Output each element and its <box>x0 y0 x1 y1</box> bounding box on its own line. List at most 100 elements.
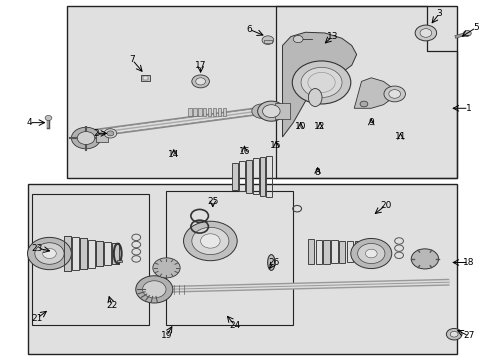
Bar <box>264 40 271 43</box>
Text: 9: 9 <box>367 118 373 127</box>
Bar <box>64 236 71 271</box>
Text: 24: 24 <box>229 321 240 330</box>
Circle shape <box>42 248 56 258</box>
Circle shape <box>183 221 237 261</box>
Text: 5: 5 <box>472 23 478 32</box>
Circle shape <box>350 238 391 269</box>
Bar <box>217 108 221 116</box>
Bar <box>307 239 314 264</box>
Circle shape <box>301 67 341 98</box>
Bar <box>275 103 289 119</box>
Circle shape <box>365 249 376 258</box>
Text: 19: 19 <box>161 332 172 341</box>
Text: 26: 26 <box>267 258 279 267</box>
Text: 15: 15 <box>270 141 282 150</box>
Bar <box>96 240 103 266</box>
Circle shape <box>414 25 436 41</box>
Circle shape <box>449 331 457 337</box>
Text: 4: 4 <box>26 118 32 127</box>
Bar <box>166 191 293 325</box>
Circle shape <box>77 132 95 144</box>
Bar <box>80 238 87 269</box>
Circle shape <box>200 234 220 248</box>
Circle shape <box>383 86 405 102</box>
Circle shape <box>191 227 228 255</box>
Bar <box>323 240 329 264</box>
Bar <box>259 157 265 196</box>
Bar <box>27 184 456 354</box>
Bar <box>203 108 206 116</box>
Circle shape <box>27 237 71 270</box>
Circle shape <box>357 243 384 264</box>
Bar <box>80 238 87 269</box>
Circle shape <box>191 75 209 88</box>
Bar <box>330 240 337 263</box>
Text: 7: 7 <box>129 55 135 64</box>
Text: 18: 18 <box>462 258 473 267</box>
Bar <box>245 160 251 193</box>
Bar <box>72 237 79 270</box>
Bar <box>32 194 149 325</box>
Text: 6: 6 <box>246 25 252 34</box>
Text: 10: 10 <box>294 122 305 131</box>
Bar <box>96 134 108 141</box>
Text: 13: 13 <box>326 32 337 41</box>
Circle shape <box>257 101 285 121</box>
Bar <box>346 241 352 262</box>
Circle shape <box>419 29 431 37</box>
Bar <box>112 243 119 264</box>
Bar <box>88 239 95 267</box>
Circle shape <box>104 129 117 138</box>
Bar <box>212 108 216 116</box>
Text: 17: 17 <box>194 61 206 70</box>
Ellipse shape <box>308 89 322 107</box>
Bar <box>142 76 148 80</box>
Bar <box>338 240 345 263</box>
Bar <box>252 158 258 194</box>
Text: 3: 3 <box>436 9 442 18</box>
Circle shape <box>71 127 101 149</box>
Bar <box>193 108 196 116</box>
Bar <box>104 242 111 265</box>
Text: 22: 22 <box>106 301 117 310</box>
Text: 16: 16 <box>238 147 250 156</box>
Text: 14: 14 <box>168 150 179 159</box>
Text: 8: 8 <box>314 168 320 177</box>
Circle shape <box>153 258 180 278</box>
Circle shape <box>262 105 280 118</box>
Circle shape <box>292 61 350 104</box>
Circle shape <box>107 131 114 136</box>
Circle shape <box>262 36 273 44</box>
Bar <box>239 161 244 192</box>
Text: 20: 20 <box>380 201 391 210</box>
Text: 1: 1 <box>465 104 471 113</box>
Bar <box>315 239 322 264</box>
Text: 27: 27 <box>462 332 473 341</box>
Bar <box>207 108 211 116</box>
Bar <box>96 240 103 266</box>
Bar <box>117 260 122 262</box>
Bar <box>141 75 150 81</box>
Polygon shape <box>353 78 390 108</box>
Circle shape <box>388 90 400 98</box>
Circle shape <box>142 281 165 298</box>
Text: 11: 11 <box>394 132 406 141</box>
Bar <box>222 108 225 116</box>
Circle shape <box>463 31 470 36</box>
Bar <box>232 163 238 190</box>
Text: 2: 2 <box>93 129 99 138</box>
Circle shape <box>446 328 461 340</box>
Bar <box>198 108 201 116</box>
Bar <box>266 156 272 197</box>
Circle shape <box>410 249 438 269</box>
Bar <box>188 108 191 116</box>
Text: 21: 21 <box>32 314 43 323</box>
Circle shape <box>251 104 271 118</box>
Circle shape <box>45 116 52 121</box>
Circle shape <box>359 101 367 107</box>
Circle shape <box>195 78 205 85</box>
Text: 23: 23 <box>32 244 43 253</box>
Bar <box>64 236 71 271</box>
Polygon shape <box>282 32 356 137</box>
Bar <box>354 241 360 262</box>
